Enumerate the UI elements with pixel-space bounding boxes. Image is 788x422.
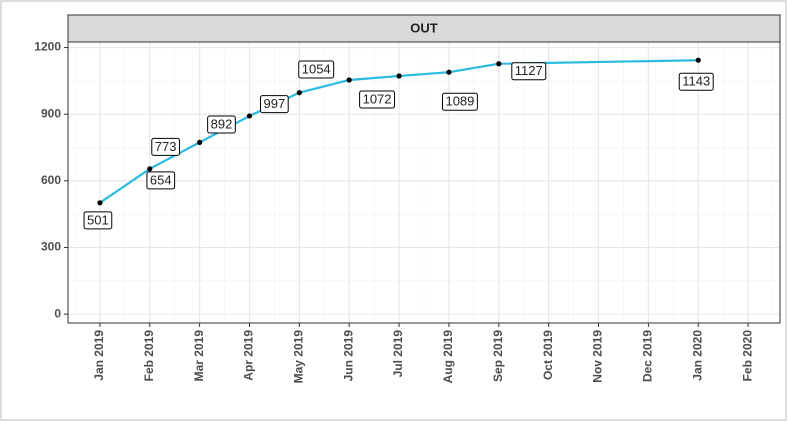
- x-tick-label: Jun 2019: [341, 330, 355, 382]
- data-label-box: [151, 137, 180, 156]
- data-label-box: [83, 211, 113, 230]
- data-label-box: [207, 115, 236, 134]
- data-label-box: [259, 95, 289, 114]
- data-label-box: [359, 90, 396, 109]
- x-tick-label: Aug 2019: [441, 330, 455, 384]
- y-tick-label: 1200: [34, 40, 61, 54]
- point: [97, 200, 103, 206]
- data-label: 997: [263, 96, 285, 111]
- x-tick-label: Nov 2019: [591, 330, 605, 383]
- data-label-box: [511, 62, 547, 81]
- data-label: 1054: [302, 61, 331, 76]
- x-tick-label: Jul 2019: [391, 330, 405, 378]
- data-label: 501: [87, 212, 109, 227]
- data-label: 1127: [515, 63, 543, 78]
- point: [147, 166, 153, 172]
- x-tick-label: Dec 2019: [641, 330, 655, 382]
- x-tick-label: Sep 2019: [491, 330, 505, 382]
- point: [446, 69, 452, 75]
- y-tick-label: 900: [41, 106, 61, 120]
- point: [695, 57, 701, 63]
- x-tick-label: Jan 2020: [690, 330, 704, 381]
- strip-title: OUT: [410, 20, 438, 35]
- x-tick-label: Feb 2019: [142, 330, 156, 382]
- point: [396, 73, 402, 79]
- data-label-box: [146, 171, 176, 190]
- data-label: 892: [211, 116, 233, 131]
- y-tick-label: 0: [54, 306, 61, 320]
- x-tick-label: Mar 2019: [192, 330, 206, 382]
- x-tick-label: Oct 2019: [541, 330, 555, 380]
- data-label-box: [678, 72, 714, 91]
- data-label: 1143: [682, 74, 710, 89]
- data-label-box: [441, 92, 478, 111]
- point: [296, 90, 302, 96]
- data-label: 1089: [445, 94, 474, 109]
- data-label: 1072: [363, 91, 392, 106]
- data-label: 654: [150, 172, 172, 187]
- x-tick-label: Apr 2019: [242, 330, 256, 381]
- strip: [67, 14, 781, 43]
- point: [346, 77, 352, 83]
- x-tick-label: Jan 2019: [92, 330, 106, 381]
- y-tick-label: 300: [41, 240, 61, 254]
- x-tick-label: May 2019: [292, 330, 306, 384]
- point: [246, 113, 253, 119]
- panel-border: [67, 41, 781, 324]
- data-label-box: [298, 60, 335, 79]
- data-label: 773: [155, 139, 177, 154]
- x-tick-label: Feb 2020: [740, 330, 754, 382]
- point: [197, 139, 203, 146]
- point: [496, 61, 502, 67]
- y-tick-label: 600: [41, 173, 61, 187]
